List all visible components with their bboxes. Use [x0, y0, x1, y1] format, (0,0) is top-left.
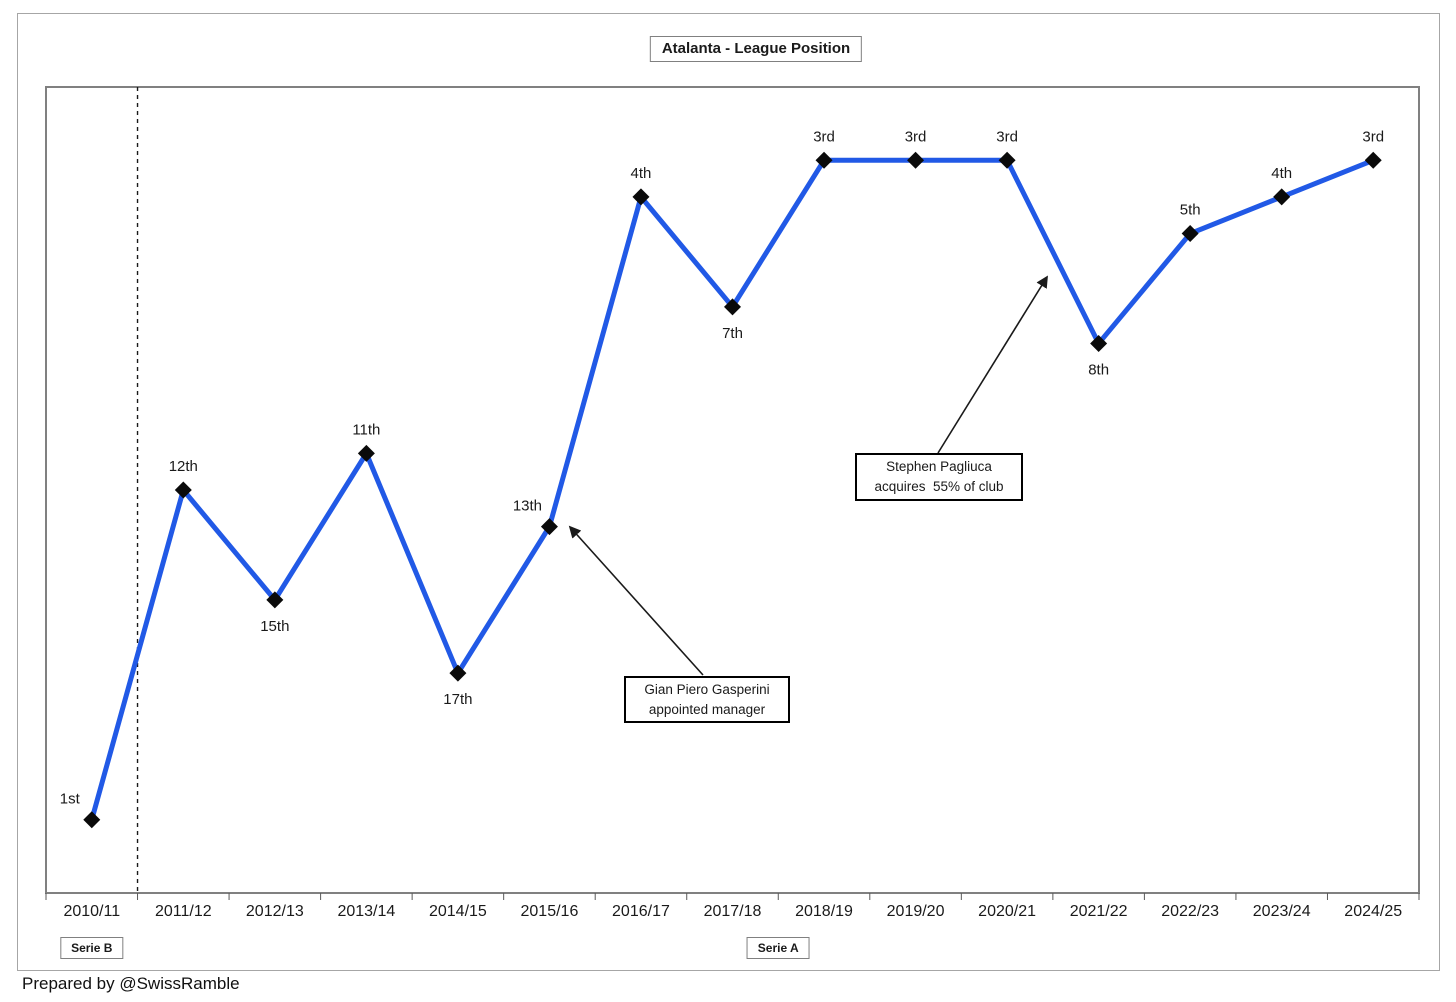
x-axis-label: 2010/11: [63, 903, 121, 920]
data-point-marker: [357, 444, 375, 462]
data-point-marker: [998, 151, 1016, 169]
chart-outer-frame: [17, 13, 1440, 971]
x-axis-label: 2014/15: [428, 903, 487, 920]
x-axis-label: 2013/14: [337, 903, 396, 920]
data-point-marker: [174, 481, 192, 499]
data-point-label: 13th: [513, 498, 542, 515]
data-point-marker: [1090, 334, 1108, 352]
x-axis-label: 2015/16: [520, 903, 579, 920]
data-point-marker: [540, 518, 558, 536]
x-axis-label: 2022/23: [1161, 903, 1220, 920]
credit-text: Prepared by @SwissRamble: [22, 974, 240, 993]
plot-border: [45, 86, 1420, 894]
data-point-marker: [632, 188, 650, 206]
data-point-marker: [266, 591, 284, 609]
x-axis-label: 2012/13: [245, 903, 304, 920]
data-point-marker: [724, 298, 741, 316]
data-point-marker: [815, 151, 833, 169]
annotation-pagliuca-line-2: acquires 55% of club: [874, 479, 1004, 494]
data-point-label: 4th: [1271, 165, 1292, 182]
data-point-label: 11th: [352, 421, 380, 438]
annotation-pagliuca: Stephen Pagliuca acquires 55% of club: [855, 453, 1023, 501]
x-axis-label: 2017/18: [703, 903, 762, 920]
chart-title: Atalanta - League Position: [649, 36, 863, 62]
data-point-marker: [83, 811, 101, 829]
x-axis-label: 2019/20: [886, 903, 945, 920]
data-point-marker: [1273, 188, 1291, 206]
data-point-label: 4th: [631, 165, 652, 182]
data-point-label: 3rd: [996, 128, 1018, 145]
data-point-label: 15th: [260, 618, 289, 635]
x-axis-label: 2021/22: [1069, 903, 1128, 920]
annotation-gasperini: Gian Piero Gasperini appointed manager: [624, 676, 790, 723]
data-point-label: 3rd: [1362, 128, 1384, 145]
data-point-label: 3rd: [813, 128, 835, 145]
data-point-label: 1st: [60, 791, 81, 808]
annotation-arrow: [937, 275, 1048, 454]
x-axis-label: 2024/25: [1344, 903, 1403, 920]
annotation-pagliuca-line-1: Stephen Pagliuca: [886, 459, 992, 475]
annotation-gasperini-line-2: appointed manager: [648, 701, 766, 717]
x-axis-label: 2020/21: [978, 903, 1037, 920]
data-point-label: 12th: [169, 458, 198, 475]
data-point-label: 17th: [443, 691, 472, 708]
annotation-gasperini-line-1: Gian Piero Gasperini: [644, 681, 770, 697]
data-point-marker: [1181, 225, 1199, 243]
data-point-label: 3rd: [905, 128, 927, 145]
data-point-label: 5th: [1180, 202, 1201, 219]
division-label-serie-b: Serie B: [60, 937, 124, 959]
x-axis-label: 2016/17: [612, 903, 670, 920]
division-label-serie-a: Serie A: [746, 937, 810, 959]
x-axis-label: 2018/19: [795, 903, 853, 920]
data-point-marker: [907, 151, 925, 169]
data-point-label: 8th: [1088, 361, 1109, 378]
annotation-arrow: [568, 525, 704, 676]
x-axis-label: 2023/24: [1252, 903, 1311, 920]
x-axis-label: 2011/12: [154, 903, 212, 920]
data-point-marker: [449, 664, 467, 682]
data-point-label: 7th: [722, 325, 743, 342]
data-point-marker: [1364, 151, 1382, 169]
